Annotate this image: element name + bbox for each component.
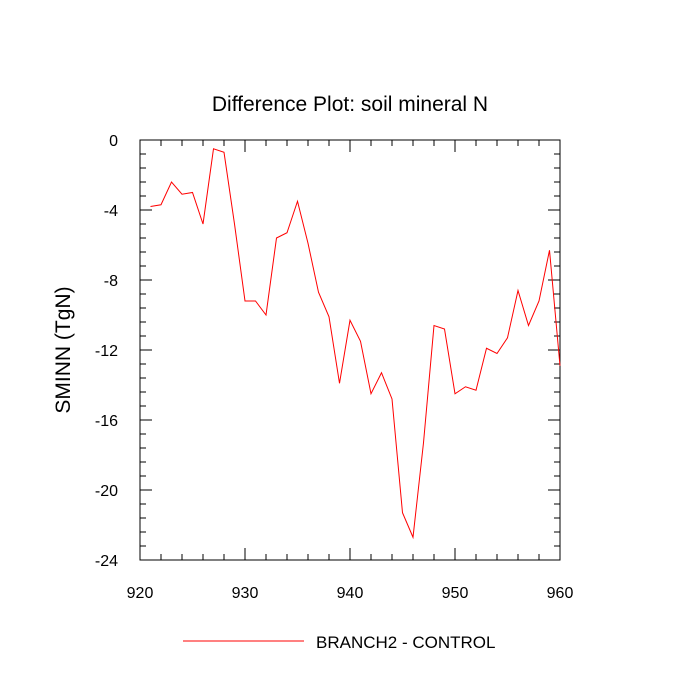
legend-label: BRANCH2 - CONTROL: [316, 633, 495, 652]
y-tick-label: -24: [95, 553, 118, 570]
plot-frame: [139, 139, 561, 561]
y-tick-label: -4: [104, 203, 118, 220]
y-tick-label: -20: [95, 483, 118, 500]
x-tick-label: 950: [442, 585, 469, 602]
x-tick-label: 920: [127, 585, 154, 602]
legend: BRANCH2 - CONTROL: [183, 633, 495, 652]
x-tick-label: 930: [232, 585, 259, 602]
series-line: [150, 148, 561, 540]
y-tick-label: 0: [109, 133, 118, 150]
axis-tick-labels: 920 930 940 950 960 0 -4 -8 -12 -16 -20 -24: [95, 133, 574, 602]
plot-area: [150, 148, 561, 540]
axis-ticks: [139, 139, 561, 561]
x-tick-label: 940: [337, 585, 364, 602]
chart-title: Difference Plot: soil mineral N: [212, 93, 488, 116]
y-tick-label: -8: [104, 273, 118, 290]
x-tick-label: 960: [547, 585, 574, 602]
y-axis-label: SMINN (TgN): [52, 286, 75, 413]
y-tick-label: -12: [95, 343, 118, 360]
y-tick-label: -16: [95, 413, 118, 430]
